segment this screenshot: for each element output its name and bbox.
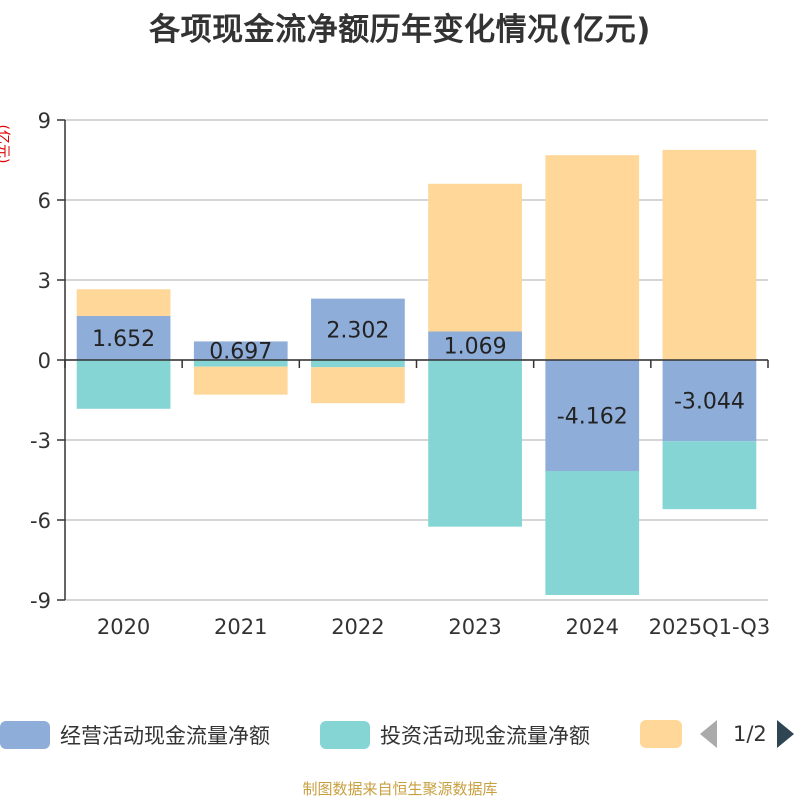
bar-series0-2025Q1-Q3: [662, 360, 757, 442]
legend-item-financing[interactable]: [640, 720, 682, 748]
legend-pager: 1/2: [700, 720, 794, 748]
source-footer: 制图数据来自恒生聚源数据库: [302, 780, 498, 798]
pager-page-indicator: 1/2: [733, 722, 767, 746]
x-category-label: 2022: [331, 615, 384, 639]
x-category-label: 2023: [448, 615, 501, 639]
bar-series2-2021: [193, 366, 288, 395]
data-label-2025Q1-Q3: -3.044: [674, 390, 745, 415]
legend-label-investing: 投资活动现金流量净额: [380, 724, 590, 748]
y-tick-label: 0: [38, 349, 51, 373]
y-tick-label: 6: [38, 189, 51, 213]
y-tick-label: 9: [38, 109, 51, 133]
legend-swatch-operating: [0, 721, 50, 749]
bar-series1-2024: [545, 470, 640, 595]
bar-series0-2022: [311, 298, 405, 360]
bar-series1-2020: [76, 360, 171, 409]
data-label-2023: 1.069: [444, 335, 507, 360]
legend-swatch-investing: [320, 721, 370, 749]
chart-title: 各项现金流净额历年变化情况(亿元): [149, 12, 651, 48]
y-tick-label: -3: [30, 429, 51, 453]
bar-series2-2025Q1-Q3: [662, 149, 757, 360]
x-category-label: 2021: [214, 615, 267, 639]
y-tick-label: -9: [30, 589, 51, 613]
pager-prev-icon[interactable]: [700, 720, 717, 748]
bar-series2-2020: [76, 289, 171, 316]
y-tick-label: 3: [38, 269, 51, 293]
legend-swatch-financing: [640, 720, 682, 748]
bar-series0-2020: [76, 315, 171, 360]
bar-series1-2023: [428, 360, 522, 527]
legend-item-investing[interactable]: 投资活动现金流量净额: [320, 720, 590, 750]
x-category-label: 2024: [566, 615, 619, 639]
x-category-label: 2020: [97, 615, 150, 639]
bar-series2-2024: [545, 155, 640, 360]
bar-series2-2023: [428, 183, 522, 332]
bar-series1-2025Q1-Q3: [662, 441, 757, 510]
bar-series2-2022: [311, 367, 405, 404]
bar-series1-2021: [193, 360, 288, 367]
bar-series0-2021: [193, 341, 288, 360]
data-label-2024: -4.162: [557, 404, 628, 429]
bar-series0-2023: [428, 331, 522, 360]
chart-canvas: 9 6 3 0 -3 -6 -9 1.652 0.697 2.302 1.069 -4.162 -3.0…: [30, 109, 771, 639]
data-label-2022: 2.302: [326, 318, 389, 343]
bar-series1-2022: [311, 360, 405, 368]
legend: 经营活动现金流量净额 投资活动现金流量净额 1/2: [0, 712, 800, 756]
bar-series0-2024: [545, 360, 640, 471]
x-category-label: 2025Q1-Q3: [649, 615, 771, 639]
legend-label-operating: 经营活动现金流量净额: [60, 724, 270, 748]
data-label-2021: 0.697: [209, 340, 272, 365]
pager-next-icon[interactable]: [776, 720, 794, 748]
legend-item-operating[interactable]: 经营活动现金流量净额: [0, 720, 270, 750]
data-label-2020: 1.652: [92, 327, 155, 352]
y-tick-label: -6: [30, 509, 51, 533]
